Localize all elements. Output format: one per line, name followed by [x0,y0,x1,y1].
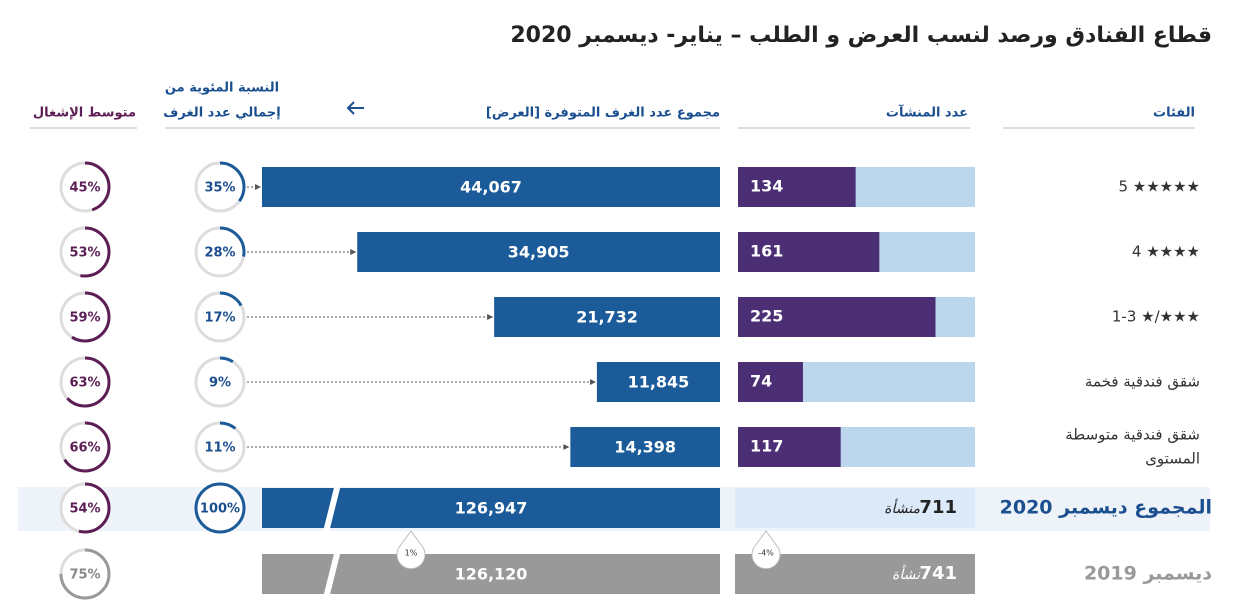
rooms-label: 44,067 [460,178,522,197]
rooms-bar [262,167,720,207]
header: إجمالي عدد الغرف [163,106,280,121]
ring-arc [194,421,246,473]
establishments-label: 117 [750,437,783,456]
change-label: 1% [405,549,418,558]
change-label: -4% [758,549,774,558]
rooms-total-label: 126,120 [455,565,528,584]
rooms-bar [570,427,720,467]
ring-arc [194,226,246,278]
establishments-label: 134 [750,177,783,196]
rooms-bar [357,232,720,272]
rooms-bar [494,297,720,337]
ring-arc [194,291,246,343]
ring-arc [59,291,111,343]
ring-label: 17% [204,311,235,326]
header: مجموع عدد الغرف المتوفرة [العرض] [486,106,720,121]
ring-arc [59,161,111,213]
header: النسبة المئوية من [165,81,279,96]
ring-label: 53% [69,246,100,261]
title: قطاع الفنادق ورصد لنسب العرض و الطلب – ي… [510,23,1212,48]
establishments-total: 711 [919,497,957,518]
arrow-icon [346,101,364,115]
ring-label: 66% [69,441,100,456]
rooms-label: 14,398 [614,438,676,457]
establishments-bar [738,232,880,272]
establishments-unit: نشأة [892,564,921,583]
ring-label: 35% [204,181,235,196]
category-label: شقق فندقية فخمة [1085,373,1200,391]
ring-arc [194,161,246,213]
rooms-label: 21,732 [576,308,638,327]
rooms-label: 11,845 [628,373,690,392]
ring-arc [59,226,111,278]
ring-arc [59,356,111,408]
establishments-label: 74 [750,372,772,391]
header: عدد المنشآت [886,104,968,121]
header: الفئات [1153,106,1195,121]
ring-label: 54% [69,502,100,517]
category-label: ★★★★★ 5 [1118,178,1200,196]
header: متوسط الإشغال [33,106,136,121]
rooms-total-label: 126,947 [455,499,528,518]
change-drop [751,530,781,570]
ring-label: 28% [204,246,235,261]
rooms-label: 34,905 [508,243,570,262]
establishments-bar [738,297,936,337]
establishments-label: 225 [750,307,783,326]
ring-label: 45% [69,181,100,196]
category-label: المستوى [1145,450,1200,468]
ring-label: 9% [209,376,231,391]
ring-label: 11% [204,441,235,456]
total-label: المجموع ديسمبر 2020 [1000,497,1212,519]
establishments-label: 161 [750,242,783,261]
category-label: شقق فندقية متوسطة [1065,426,1200,444]
category-label: ★★★/★ 1-3 [1112,308,1200,326]
total-label: ديسمبر 2019 [1084,563,1212,585]
rooms-bar [596,362,720,402]
break-mark [323,483,341,533]
ring-arc [59,548,111,600]
ring-arc [59,421,111,473]
establishments-bar [738,427,841,467]
ring-arc [59,482,111,534]
establishments-unit: منشأة [884,498,920,517]
break-mark [323,549,341,599]
ring-label: 59% [69,311,100,326]
establishments-total: 741 [919,563,957,584]
establishments-total-box [735,488,975,528]
ring-label: 63% [69,376,100,391]
category-label: ★★★★ 4 [1132,243,1200,261]
ring-label: 75% [69,568,100,583]
ring-label: 100% [200,502,240,517]
establishments-bar [738,167,856,207]
change-drop [396,530,426,570]
ring-arc [194,356,246,408]
establishments-bar [738,362,803,402]
ring-arc [194,482,246,534]
